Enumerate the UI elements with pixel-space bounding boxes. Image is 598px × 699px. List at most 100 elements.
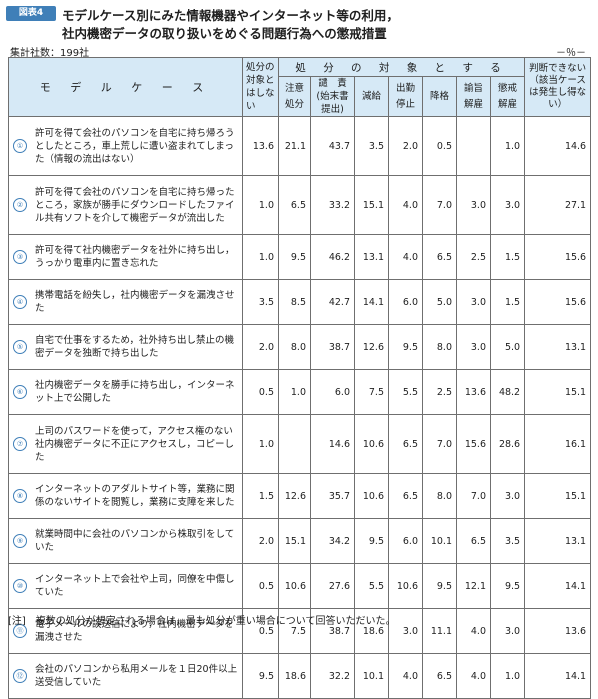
value-dismiss: 3.0 xyxy=(489,608,526,654)
value-demote: 8.0 xyxy=(422,324,457,370)
title-line-2: 社内機密データの取り扱いをめぐる問題行為への懲戒措置 xyxy=(62,26,387,41)
table-body: ① 許可を得て会社のパソコンを自宅に持ち帰ろうとしたところ，車上荒しに遭い盗まれて… xyxy=(8,116,592,699)
value-none: 0.5 xyxy=(242,369,279,415)
case-cell: ⑤ 自宅で仕事をするため，社外持ち出し禁止の機密データを独断で持ち出した xyxy=(8,324,243,370)
value-judge: 14.1 xyxy=(524,563,592,609)
table-row: ① 許可を得て会社のパソコンを自宅に持ち帰ろうとしたところ，車上荒しに遭い盗まれて… xyxy=(8,116,592,176)
case-cell: ⑥ 社内機密データを勝手に持ち出し，インターネット上で公開した xyxy=(8,369,243,415)
discipline-table: モ デ ル ケ ー ス 処分の対象とはしない 処 分 の 対 象 と す る 判… xyxy=(8,57,592,699)
case-cell: ⑨ 就業時間中に会社のパソコンから株取引をしていた xyxy=(8,518,243,564)
value-none: 1.0 xyxy=(242,234,279,280)
value-judge: 15.6 xyxy=(524,234,592,280)
case-cell: ④ 携帯電話を紛失し，社内機密データを漏洩させた xyxy=(8,279,243,325)
case-number-icon: ⑩ xyxy=(13,579,27,593)
value-paycut: 15.1 xyxy=(354,175,389,235)
value-dismiss: 9.5 xyxy=(489,563,526,609)
table-row: ② 許可を得て会社のパソコンを自宅に持ち帰ったところ，家族が勝手にダウンロードした… xyxy=(8,175,592,235)
header-caution-line1: 注意 xyxy=(284,82,304,94)
case-number-icon: ⑧ xyxy=(13,489,27,503)
value-reprimand: 34.2 xyxy=(310,518,355,564)
case-text: 上司のパスワードを使って，アクセス権のない社内機密データに不正にアクセスし，コピ… xyxy=(35,425,235,463)
case-number-icon: ③ xyxy=(13,250,27,264)
value-reprimand: 46.2 xyxy=(310,234,355,280)
case-cell: ③ 許可を得て社内機密データを社外に持ち出し，うっかり電車内に置き忘れた xyxy=(8,234,243,280)
header-advised-dismissal: 諭旨 解雇 xyxy=(456,76,491,117)
case-number-icon: ⑦ xyxy=(13,437,27,451)
value-caution: 8.0 xyxy=(278,324,311,370)
case-text: 自宅で仕事をするため，社外持ち出し禁止の機密データを独断で持ち出した xyxy=(35,335,235,359)
value-advised: 4.0 xyxy=(456,653,491,699)
value-paycut: 7.5 xyxy=(354,369,389,415)
value-reprimand: 43.7 xyxy=(310,116,355,176)
case-number-icon: ⑫ xyxy=(13,669,27,683)
value-paycut: 3.5 xyxy=(354,116,389,176)
value-caution xyxy=(278,414,311,474)
case-number-icon: ⑨ xyxy=(13,534,27,548)
value-judge: 15.1 xyxy=(524,473,592,519)
case-text: 携帯電話を紛失し，社内機密データを漏洩させた xyxy=(35,290,235,314)
value-none: 9.5 xyxy=(242,653,279,699)
header-paycut: 減給 xyxy=(354,76,389,117)
value-advised: 2.5 xyxy=(456,234,491,280)
figure-badge: 図表4 xyxy=(6,6,56,21)
case-number-icon: ④ xyxy=(13,295,27,309)
value-advised: 3.0 xyxy=(456,175,491,235)
value-paycut: 5.5 xyxy=(354,563,389,609)
header-advised-line2: 解雇 xyxy=(463,98,483,110)
header-caution-line2: 処分 xyxy=(284,98,304,110)
header-reprimand-line3: 提出) xyxy=(321,104,344,115)
value-none: 2.0 xyxy=(242,324,279,370)
header-suspension-line2: 停止 xyxy=(395,98,415,110)
value-caution: 15.1 xyxy=(278,518,311,564)
header-dismiss-line1: 懲戒 xyxy=(498,82,518,94)
value-suspend: 6.5 xyxy=(388,473,423,519)
value-reprimand: 33.2 xyxy=(310,175,355,235)
table-row: ⑥ 社内機密データを勝手に持ち出し，インターネット上で公開した 0.5 1.0 6.0 7… xyxy=(8,369,592,415)
value-reprimand: 6.0 xyxy=(310,369,355,415)
table-row: ⑨ 就業時間中に会社のパソコンから株取引をしていた 2.0 15.1 34.2 9.5 6.… xyxy=(8,518,592,564)
value-dismiss: 28.6 xyxy=(489,414,526,474)
value-suspend: 4.0 xyxy=(388,234,423,280)
case-text: 会社のパソコンから私用メールを１日20件以上送受信していた xyxy=(35,664,238,688)
header-reprimand-line1: 譴 責 xyxy=(318,78,347,89)
value-suspend: 6.0 xyxy=(388,518,423,564)
case-cell: ⑩ インターネット上で会社や上司，同僚を中傷していた xyxy=(8,563,243,609)
header-disciplinary-dismissal: 懲戒 解雇 xyxy=(489,76,526,117)
header-dismiss-line2: 解雇 xyxy=(498,98,518,110)
header-caution: 注意 処分 xyxy=(278,76,311,117)
value-dismiss: 48.2 xyxy=(489,369,526,415)
header-suspension: 出勤 停止 xyxy=(388,76,423,117)
case-cell: ⑫ 会社のパソコンから私用メールを１日20件以上送受信していた xyxy=(8,653,243,699)
value-dismiss: 1.0 xyxy=(489,653,526,699)
value-demote: 0.5 xyxy=(422,116,457,176)
value-caution: 6.5 xyxy=(278,175,311,235)
value-paycut: 10.1 xyxy=(354,653,389,699)
case-number-icon: ① xyxy=(13,139,27,153)
header-model-case: モ デ ル ケ ー ス xyxy=(8,57,243,117)
table-row: ⑫ 会社のパソコンから私用メールを１日20件以上送受信していた 9.5 18.6 32.… xyxy=(8,653,592,699)
header-subject-group: 処 分 の 対 象 と す る xyxy=(277,57,526,77)
value-suspend: 9.5 xyxy=(388,324,423,370)
table-row: ④ 携帯電話を紛失し，社内機密データを漏洩させた 3.5 8.5 42.7 14.1 6.0… xyxy=(8,279,592,325)
value-demote: 6.5 xyxy=(422,653,457,699)
value-advised: 3.0 xyxy=(456,279,491,325)
value-judge: 15.1 xyxy=(524,369,592,415)
value-none: 1.0 xyxy=(242,414,279,474)
value-caution: 1.0 xyxy=(278,369,311,415)
value-judge: 15.6 xyxy=(524,279,592,325)
table-row: ⑤ 自宅で仕事をするため，社外持ち出し禁止の機密データを独断で持ち出した 2.0 8.… xyxy=(8,324,592,370)
value-demote: 5.0 xyxy=(422,279,457,325)
value-suspend: 4.0 xyxy=(388,175,423,235)
case-text: インターネット上で会社や上司，同僚を中傷していた xyxy=(35,574,235,598)
value-reprimand: 42.7 xyxy=(310,279,355,325)
value-suspend: 2.0 xyxy=(388,116,423,176)
value-dismiss: 1.5 xyxy=(489,234,526,280)
value-reprimand: 27.6 xyxy=(310,563,355,609)
value-caution: 12.6 xyxy=(278,473,311,519)
value-judge: 27.1 xyxy=(524,175,592,235)
value-demote: 8.0 xyxy=(422,473,457,519)
value-advised xyxy=(456,116,491,176)
value-judge: 13.6 xyxy=(524,608,592,654)
value-none: 2.0 xyxy=(242,518,279,564)
value-advised: 12.1 xyxy=(456,563,491,609)
